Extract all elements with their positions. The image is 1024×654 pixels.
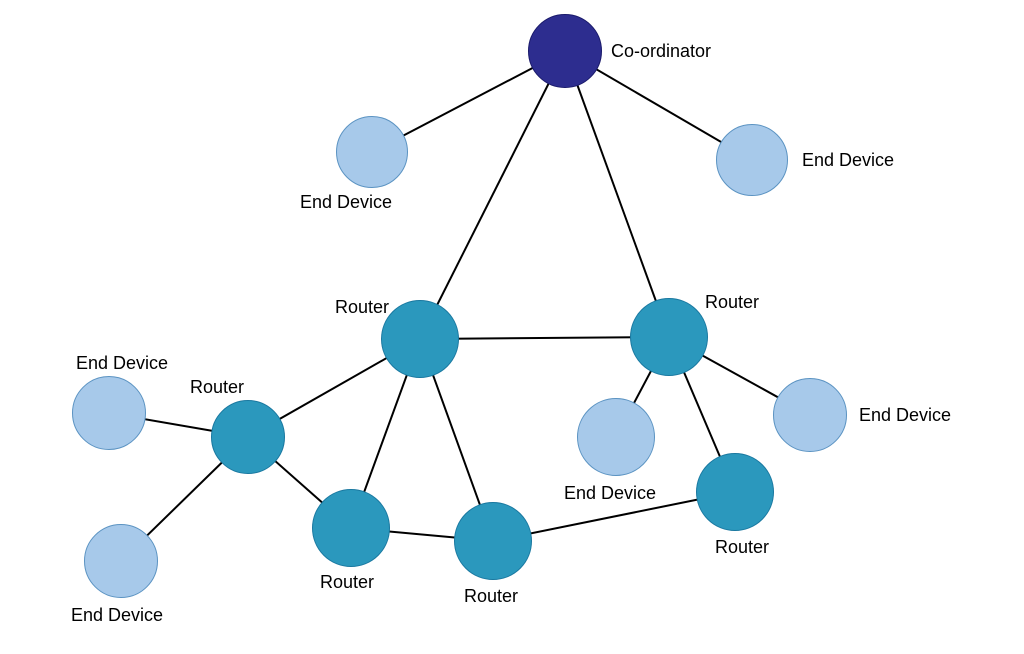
node-ed_r: [773, 378, 847, 452]
node-r_ur: [630, 298, 708, 376]
label-ed_l2: End Device: [71, 605, 163, 626]
node-coord: [528, 14, 602, 88]
label-ed_mc: End Device: [564, 483, 656, 504]
label-ed_l1: End Device: [76, 353, 168, 374]
node-ed_l1: [72, 376, 146, 450]
network-diagram: Co-ordinator End Device End Device Router Ro…: [0, 0, 1024, 654]
label-r_ul: Router: [335, 297, 389, 318]
node-ed_tl: [336, 116, 408, 188]
label-r_br: Router: [715, 537, 769, 558]
label-r_left: Router: [190, 377, 244, 398]
node-r_ul: [381, 300, 459, 378]
label-r_ur: Router: [705, 292, 759, 313]
node-r_left: [211, 400, 285, 474]
label-coord: Co-ordinator: [611, 41, 711, 62]
node-r_bc: [454, 502, 532, 580]
label-r_bl: Router: [320, 572, 374, 593]
label-ed_tl: End Device: [300, 192, 392, 213]
node-ed_l2: [84, 524, 158, 598]
label-r_bc: Router: [464, 586, 518, 607]
label-ed_tr: End Device: [802, 150, 894, 171]
label-ed_r: End Device: [859, 405, 951, 426]
node-r_br: [696, 453, 774, 531]
node-r_bl: [312, 489, 390, 567]
edge-coord-r_ur: [565, 51, 669, 337]
edge-coord-r_ul: [420, 51, 565, 339]
node-ed_tr: [716, 124, 788, 196]
node-ed_mc: [577, 398, 655, 476]
